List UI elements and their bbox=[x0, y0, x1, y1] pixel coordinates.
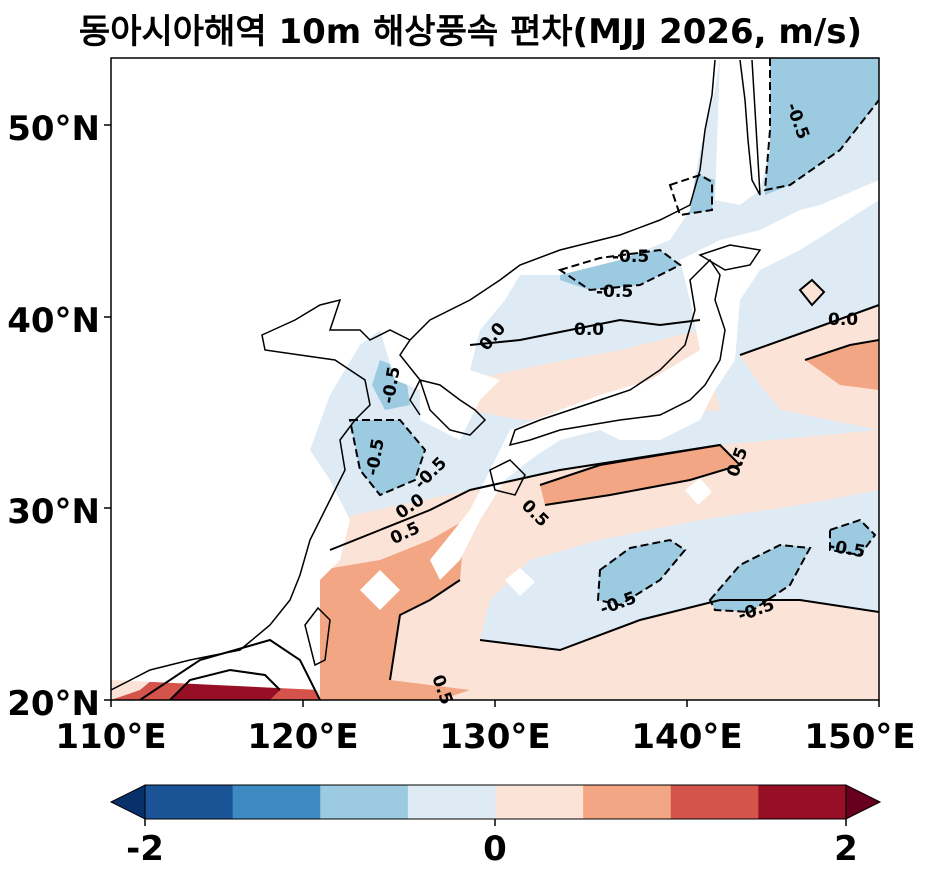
contour-pos15 bbox=[169, 668, 281, 700]
x-tick-label: 150°E bbox=[804, 717, 915, 757]
anomaly-field bbox=[111, 58, 879, 700]
contour-label: -0.5 bbox=[612, 247, 649, 267]
contour-label: 0.0 bbox=[828, 310, 858, 330]
contour-neg05-a bbox=[763, 58, 879, 192]
contour-neg05-e bbox=[596, 538, 687, 607]
coastline-sakhalin bbox=[739, 59, 761, 196]
field-negative-moderate-7 bbox=[710, 545, 810, 612]
land-mask-island-2 bbox=[360, 570, 400, 610]
contour-neg05-f bbox=[708, 543, 812, 614]
contour-zero-a bbox=[469, 318, 701, 346]
map-title: 동아시아해역 10m 해상풍속 편차(MJJ 2026, m/s) bbox=[78, 12, 863, 52]
coastline-china bbox=[111, 298, 421, 691]
y-axis: 50°N 40°N 30°N 20°N bbox=[7, 109, 111, 724]
colorbar-segment bbox=[495, 785, 584, 819]
colorbar-segment bbox=[583, 785, 672, 819]
field-positive-moderate bbox=[540, 445, 740, 505]
coastline-korea-russia bbox=[409, 59, 716, 341]
field-negative-moderate-1 bbox=[765, 58, 879, 195]
colorbar-segments bbox=[145, 785, 847, 819]
x-tick-label: 140°E bbox=[631, 717, 742, 757]
contour-neg05-c bbox=[557, 248, 682, 292]
field-patch-small bbox=[798, 278, 826, 307]
contour-zero-d bbox=[479, 599, 879, 652]
y-tick-label: 50°N bbox=[7, 109, 100, 149]
coastline-kyushu bbox=[489, 459, 526, 496]
x-axis: 110°E 120°E 130°E 140°E 150°E bbox=[55, 700, 916, 757]
colorbar-segment bbox=[758, 785, 847, 819]
contour-neg05-g bbox=[829, 518, 877, 557]
colorbar-segment bbox=[407, 785, 496, 819]
x-tick-label: 120°E bbox=[247, 717, 358, 757]
coastline-hokkaido bbox=[698, 244, 762, 271]
contour-zero-c bbox=[329, 444, 721, 551]
field-positive-moderate-3 bbox=[805, 340, 879, 390]
contour-neg05-d bbox=[348, 419, 427, 497]
y-tick-label: 40°N bbox=[7, 301, 100, 341]
land-mask-sakhalin bbox=[715, 58, 770, 205]
contour-pos05-a bbox=[539, 443, 742, 506]
field-positive-weak-east bbox=[740, 305, 879, 430]
field-negative-moderate-5 bbox=[350, 420, 425, 495]
colorbar: -2 0 2 bbox=[109, 784, 882, 869]
colorbar-extend-max bbox=[845, 784, 882, 820]
contour-zero-b bbox=[739, 304, 879, 356]
colorbar-extend-min bbox=[109, 784, 146, 820]
land-mask-island-3 bbox=[685, 478, 712, 505]
contour-neg05-b bbox=[668, 173, 713, 217]
field-negative-moderate-8 bbox=[830, 520, 875, 555]
coastline-honshu bbox=[508, 258, 726, 447]
colorbar-segment bbox=[232, 785, 321, 819]
colorbar-segment bbox=[320, 785, 409, 819]
land-mask-japan bbox=[430, 180, 879, 580]
x-tick-label: 130°E bbox=[439, 717, 550, 757]
colorbar-tick-label: 0 bbox=[483, 829, 507, 869]
colorbar-tick-label: 2 bbox=[834, 829, 858, 869]
coastline-taiwan bbox=[304, 606, 331, 667]
contour-label: 0.0 bbox=[574, 320, 604, 340]
x-tick-label: 110°E bbox=[55, 717, 166, 757]
contour-label: -0.5 bbox=[596, 282, 633, 302]
contour-pos10 bbox=[139, 638, 321, 700]
colorbar-segment bbox=[670, 785, 759, 819]
contour-pos05-c bbox=[389, 579, 461, 681]
land-mask-island-1 bbox=[505, 568, 535, 596]
y-tick-label: 30°N bbox=[7, 492, 100, 532]
colorbar-segment bbox=[145, 785, 234, 819]
colorbar-tick-label: -2 bbox=[126, 829, 164, 869]
coastline-korea-south bbox=[418, 378, 487, 436]
y-tick-label: 20°N bbox=[7, 684, 100, 724]
contour-pos05-b bbox=[804, 339, 879, 361]
